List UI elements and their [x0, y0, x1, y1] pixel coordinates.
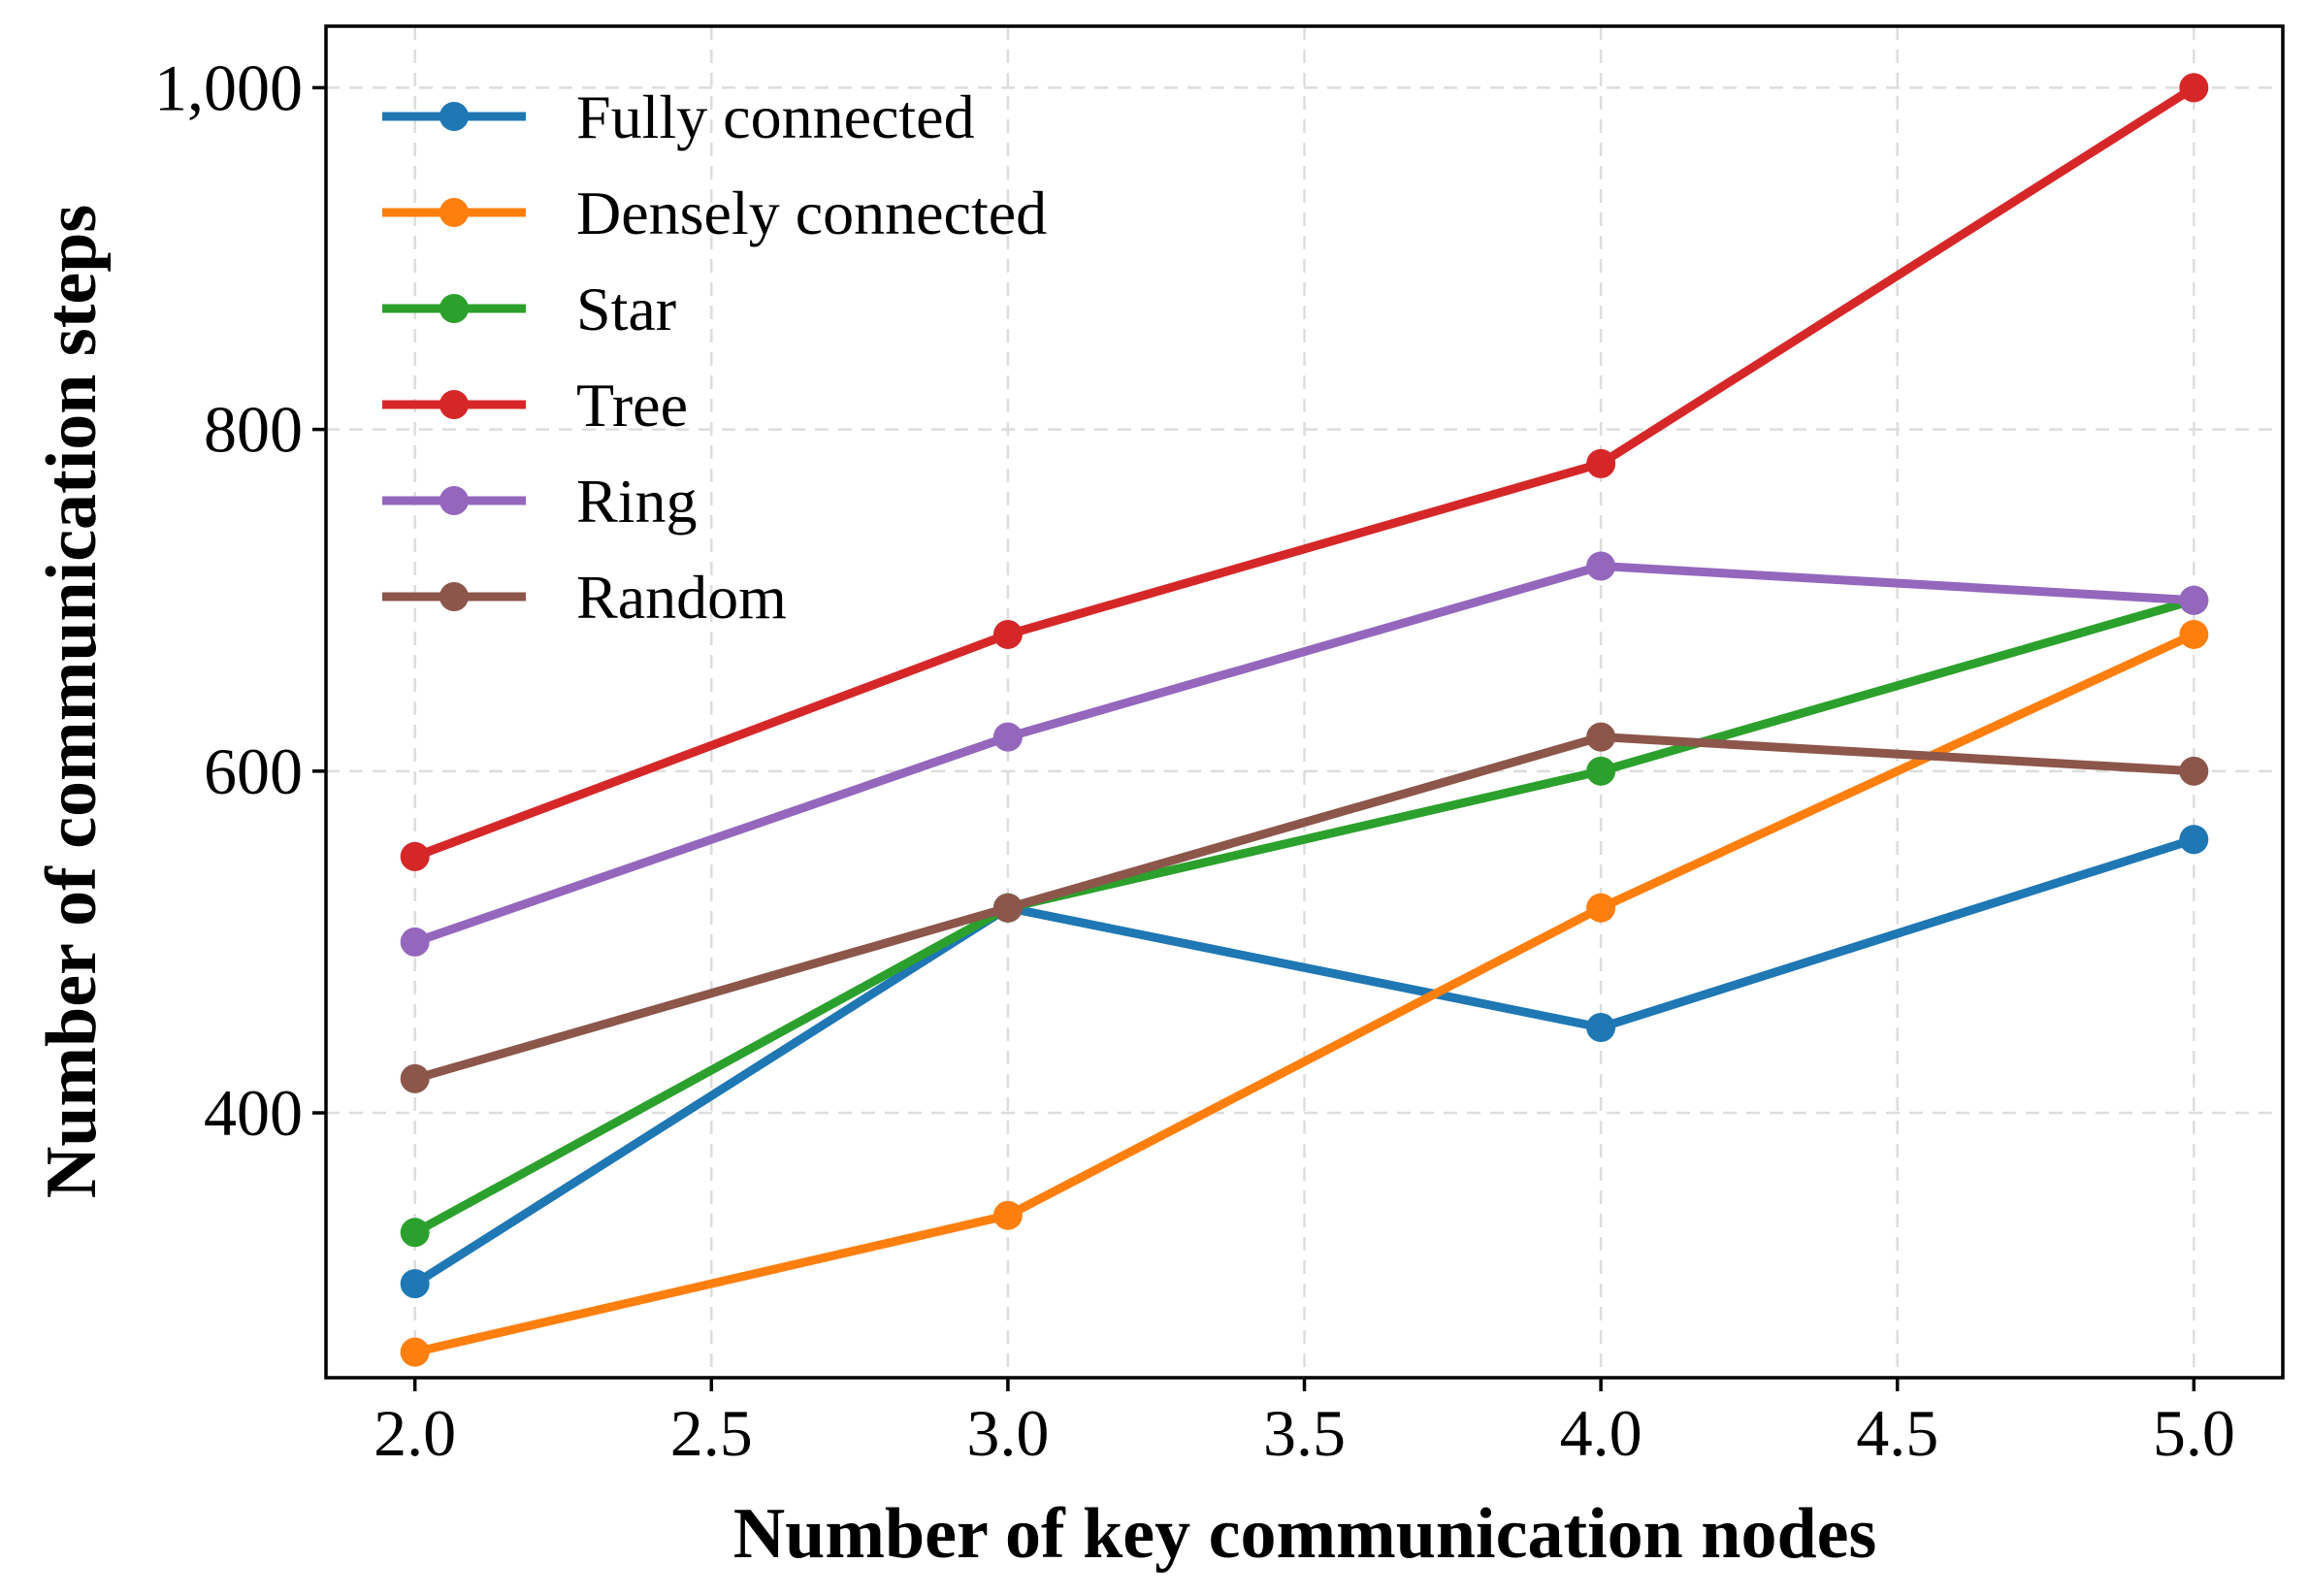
data-point [2179, 73, 2209, 103]
data-point [2179, 756, 2209, 786]
data-point [992, 722, 1023, 752]
data-point [400, 927, 430, 957]
data-point [992, 893, 1023, 923]
y-tick-label: 400 [204, 1076, 303, 1150]
legend-label: Tree [576, 371, 688, 440]
data-point [400, 1269, 430, 1299]
series-line-densely-connected [410, 630, 2198, 1357]
x-tick-label: 4.0 [1560, 1396, 1642, 1470]
x-tick-label: 3.5 [1263, 1396, 1346, 1470]
y-tick-label: 800 [204, 393, 303, 467]
x-tick-label: 4.5 [1856, 1396, 1938, 1470]
legend-label: Fully connected [576, 82, 975, 151]
legend: Fully connected Densely connected Star Tree… [382, 82, 1047, 632]
legend-item: Random [382, 563, 787, 632]
data-point [992, 1200, 1023, 1230]
legend-item: Tree [382, 371, 688, 440]
series-lines [400, 73, 2209, 1367]
legend-marker [439, 198, 469, 227]
legend-label: Star [576, 275, 676, 343]
y-axis-title: Number of communication steps [32, 205, 112, 1198]
data-point [400, 841, 430, 871]
legend-item: Ring [382, 467, 697, 536]
x-tick-label: 5.0 [2153, 1396, 2235, 1470]
grid-lines [326, 26, 2283, 1378]
y-tick-label: 1,000 [154, 50, 303, 124]
series-line-tree [410, 82, 2198, 862]
y-tick-label: 600 [204, 734, 303, 808]
data-point [400, 1063, 430, 1093]
series-line-star [410, 596, 2198, 1237]
x-tick-label: 3.0 [966, 1396, 1049, 1470]
data-point [2179, 619, 2209, 649]
data-point [1586, 893, 1616, 923]
series-tree [400, 73, 2209, 871]
data-point [2179, 585, 2209, 615]
data-point [400, 1218, 430, 1248]
x-tick-label: 2.0 [374, 1396, 456, 1470]
series-line-fully-connected [410, 834, 2198, 1288]
legend-marker [439, 582, 469, 611]
series-ring [400, 551, 2209, 957]
legend-item: Densely connected [382, 179, 1047, 247]
legend-marker [439, 486, 469, 515]
legend-label: Ring [576, 467, 697, 536]
legend-marker [439, 102, 469, 131]
x-axis-title: Number of key communication nodes [733, 1494, 1877, 1574]
legend-label: Random [576, 563, 787, 632]
series-line-random [410, 733, 2198, 1084]
data-point [1586, 756, 1616, 786]
legend-marker [439, 390, 469, 419]
series-line-ring [410, 562, 2198, 947]
data-point [2179, 825, 2209, 855]
data-point [1586, 551, 1616, 581]
data-point [1586, 1012, 1616, 1042]
series-densely-connected [400, 619, 2209, 1367]
data-point [1586, 722, 1616, 752]
data-point [992, 619, 1023, 649]
legend-item: Fully connected [382, 82, 975, 151]
legend-label: Densely connected [576, 179, 1047, 247]
x-tick-label: 2.5 [670, 1396, 753, 1470]
axes: 2.0 2.5 3.0 3.5 4.0 4.5 5.0 400 600 800 1,000 [154, 50, 2235, 1470]
legend-marker [439, 294, 469, 323]
data-point [1586, 448, 1616, 478]
legend-item: Star [382, 275, 676, 343]
series-random [400, 722, 2209, 1093]
data-point [400, 1337, 430, 1367]
